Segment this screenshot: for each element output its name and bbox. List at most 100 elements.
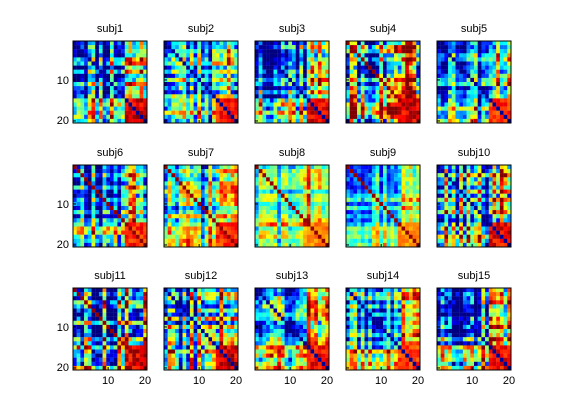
heatmap-cell [375, 185, 380, 190]
heatmap-cell [401, 57, 406, 62]
heatmap-cell [299, 106, 304, 111]
heatmap-cell [204, 316, 209, 321]
heatmap-cell [412, 49, 417, 54]
heatmap-cell [204, 86, 209, 91]
heatmap-cell [503, 53, 508, 58]
heatmap-cell [474, 201, 478, 207]
heatmap-cell [189, 98, 194, 103]
heatmap-cell [84, 193, 88, 198]
heatmap-cell [273, 296, 278, 301]
heatmap-cell [258, 222, 263, 227]
heatmap-cell [95, 206, 100, 211]
heatmap-cell [124, 57, 129, 62]
heatmap-cell [357, 61, 361, 66]
heatmap-cell [258, 65, 263, 70]
heatmap-cell [364, 86, 369, 91]
heatmap-cell [477, 118, 482, 124]
heatmap-cell [175, 238, 179, 244]
heatmap-cell [455, 177, 460, 182]
heatmap-cell [175, 185, 179, 190]
heatmap-cell [84, 49, 88, 54]
heatmap-cell [212, 353, 216, 358]
heatmap-cell [132, 106, 137, 111]
heatmap-cell [102, 193, 107, 198]
heatmap-cell [117, 82, 122, 87]
heatmap-cell [314, 118, 319, 124]
heatmap-cell [102, 361, 107, 367]
heatmap-cell [197, 45, 202, 50]
heatmap-cell [106, 304, 111, 309]
heatmap-cell [277, 222, 282, 227]
heatmap-cell [132, 102, 137, 107]
heatmap-cells-subj9 [346, 165, 421, 248]
heatmap-cell [223, 365, 228, 371]
heatmap-cell [234, 308, 239, 313]
heatmap-cell [84, 197, 88, 203]
heatmap-cell [121, 296, 125, 301]
heatmap-cell [306, 90, 311, 95]
heatmap-cell [121, 337, 125, 342]
heatmap-cell [226, 185, 231, 190]
heatmap-cell [182, 181, 187, 186]
heatmap-cell [91, 193, 96, 198]
heatmap-cell [295, 288, 300, 293]
heatmap-cell [412, 230, 417, 235]
heatmap-cell [466, 49, 471, 54]
heatmap-cell [204, 102, 209, 107]
heatmap-cell [353, 41, 358, 46]
heatmap-cell [273, 173, 278, 178]
heatmap-cell [201, 106, 205, 111]
heatmap-cell [219, 333, 224, 338]
heatmap-cell [201, 201, 205, 207]
heatmap-cell [459, 57, 464, 62]
heatmap-cell [73, 65, 77, 70]
heatmap-cell [135, 189, 140, 194]
heatmap-cell [212, 337, 216, 342]
heatmap-cell [353, 45, 358, 50]
heatmap-cell [375, 210, 380, 215]
heatmap-cell [113, 49, 118, 54]
heatmap-cell [110, 288, 114, 293]
heatmap-cell [208, 353, 213, 358]
heatmap-cell [258, 110, 263, 115]
heatmap-cell [175, 82, 179, 87]
heatmap-cell [80, 365, 85, 371]
heatmap-cell [386, 114, 391, 120]
heatmap-cell [73, 73, 77, 79]
heatmap-cell [288, 110, 293, 115]
heatmap-cell [440, 82, 445, 87]
heatmap-cell [143, 53, 148, 58]
heatmap-cell [178, 329, 183, 334]
heatmap-cell [106, 349, 111, 354]
heatmap-cell [234, 189, 239, 194]
heatmap-cell [349, 114, 354, 120]
heatmap-cell [91, 341, 96, 346]
heatmap-cell [346, 238, 350, 244]
heatmap-cell [113, 110, 118, 115]
heatmap-cell [167, 86, 172, 91]
heatmap-cell [110, 45, 114, 50]
heatmap-cell [135, 345, 140, 350]
heatmap-cell [186, 329, 191, 334]
heatmap-cell [299, 118, 304, 124]
heatmap-cell [73, 86, 77, 91]
heatmap-cell [223, 218, 228, 223]
heatmap-cell [121, 165, 125, 170]
heatmap-cell [470, 185, 475, 190]
heatmap-cell [255, 114, 259, 120]
heatmap-cell [135, 197, 140, 203]
heatmap-cell [496, 230, 501, 235]
heatmap-cell [223, 304, 228, 309]
heatmap-cell [128, 177, 133, 182]
heatmap-cell [230, 82, 235, 87]
heatmap-cell [258, 41, 263, 46]
heatmap-cell [87, 296, 92, 301]
heatmap-cell [448, 86, 452, 91]
heatmap-cell [201, 206, 205, 211]
heatmap-cell [230, 329, 235, 334]
heatmap-cell [349, 201, 354, 207]
heatmap-cell [234, 288, 239, 293]
heatmap-cell [455, 193, 460, 198]
heatmap-cell [481, 206, 486, 211]
heatmap-cell [135, 77, 140, 83]
